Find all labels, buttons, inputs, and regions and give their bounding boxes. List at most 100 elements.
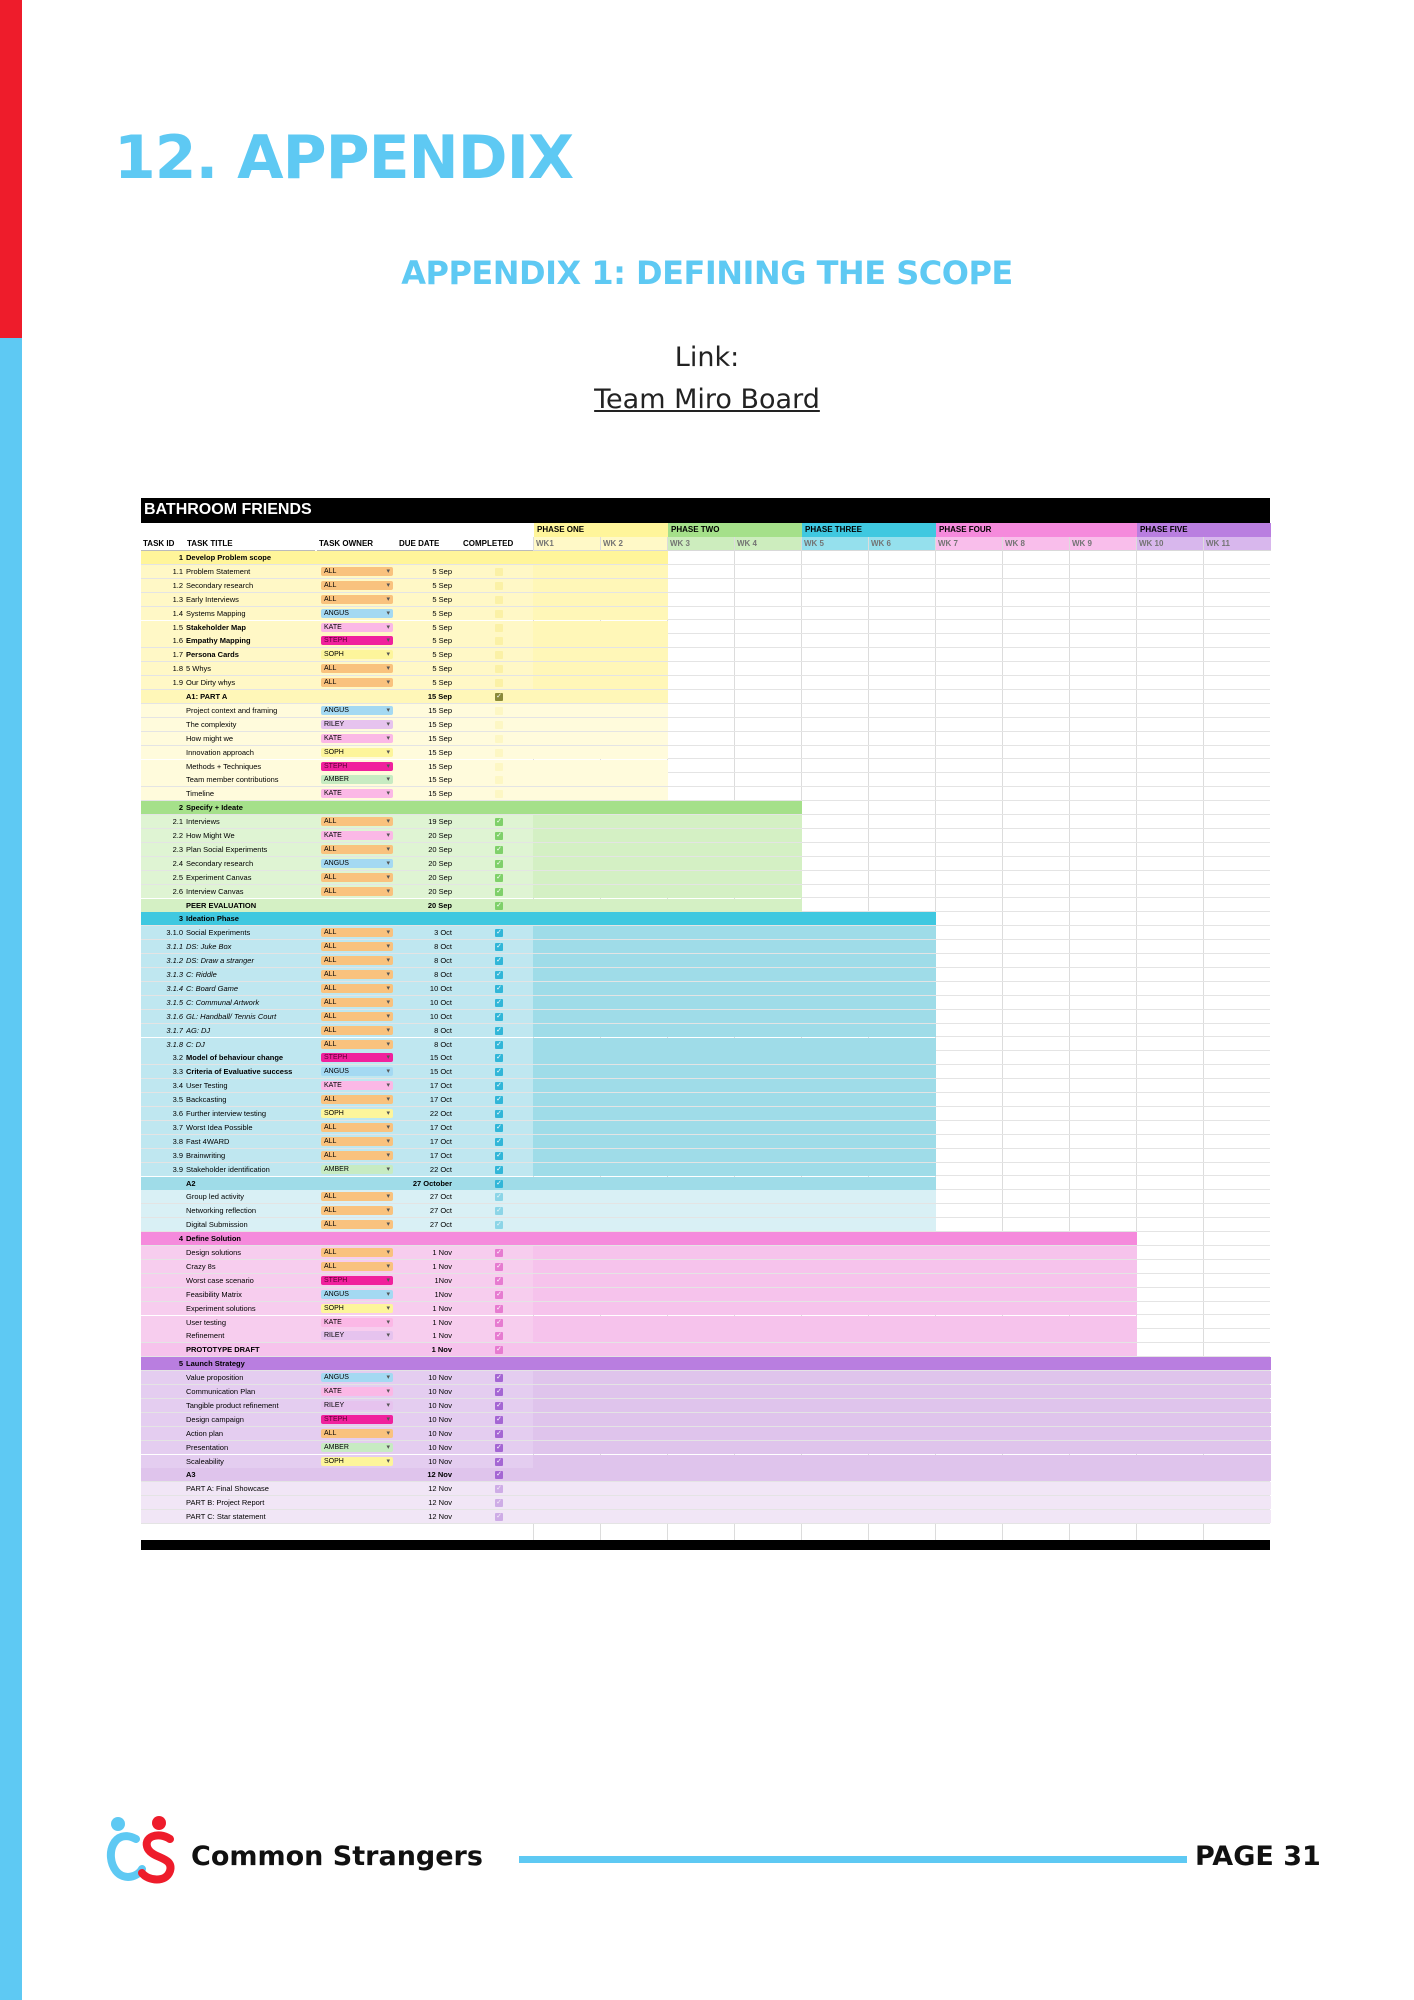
- owner-dropdown[interactable]: RILEY: [321, 1331, 393, 1341]
- completed-checkbox[interactable]: [495, 790, 503, 799]
- completed-checkbox[interactable]: ✓: [495, 1026, 503, 1035]
- owner-dropdown[interactable]: ANGUS: [321, 1373, 393, 1383]
- owner-dropdown[interactable]: ANGUS: [321, 608, 393, 618]
- completed-checkbox[interactable]: [495, 748, 503, 757]
- owner-dropdown[interactable]: ALL: [321, 928, 393, 938]
- owner-dropdown[interactable]: KATE: [321, 622, 393, 632]
- owner-dropdown[interactable]: SOPH: [321, 1109, 393, 1118]
- completed-checkbox[interactable]: ✓: [495, 1193, 503, 1202]
- completed-checkbox[interactable]: ✓: [495, 1513, 503, 1522]
- owner-dropdown[interactable]: SOPH: [321, 747, 393, 757]
- completed-checkbox[interactable]: ✓: [495, 1429, 503, 1438]
- completed-checkbox[interactable]: ✓: [495, 1443, 503, 1452]
- completed-checkbox[interactable]: ✓: [495, 998, 503, 1007]
- completed-checkbox[interactable]: [495, 623, 503, 632]
- owner-dropdown[interactable]: ANGUS: [321, 1289, 393, 1299]
- owner-dropdown[interactable]: ALL: [321, 1428, 393, 1438]
- completed-checkbox[interactable]: ✓: [495, 859, 503, 868]
- owner-dropdown[interactable]: ALL: [321, 566, 393, 576]
- owner-dropdown[interactable]: ALL: [321, 983, 393, 993]
- owner-dropdown[interactable]: ALL: [321, 1150, 393, 1160]
- owner-dropdown[interactable]: RILEY: [321, 719, 393, 729]
- completed-checkbox[interactable]: [495, 734, 503, 743]
- completed-checkbox[interactable]: ✓: [495, 901, 503, 910]
- completed-checkbox[interactable]: ✓: [495, 1179, 503, 1188]
- owner-dropdown[interactable]: SOPH: [321, 1303, 393, 1313]
- owner-dropdown[interactable]: ALL: [321, 1261, 393, 1271]
- completed-checkbox[interactable]: ✓: [495, 1332, 503, 1341]
- owner-dropdown[interactable]: STEPH: [321, 1414, 393, 1424]
- owner-dropdown[interactable]: ALL: [321, 872, 393, 882]
- completed-checkbox[interactable]: [495, 637, 503, 646]
- owner-dropdown[interactable]: ALL: [321, 817, 393, 827]
- owner-dropdown[interactable]: ALL: [321, 956, 393, 966]
- owner-dropdown[interactable]: STEPH: [321, 1053, 393, 1063]
- completed-checkbox[interactable]: ✓: [495, 845, 503, 854]
- completed-checkbox[interactable]: ✓: [495, 1346, 503, 1355]
- owner-dropdown[interactable]: ALL: [321, 580, 393, 590]
- owner-dropdown[interactable]: ALL: [321, 1192, 393, 1202]
- owner-dropdown[interactable]: KATE: [321, 1081, 393, 1091]
- owner-dropdown[interactable]: KATE: [321, 789, 393, 799]
- owner-dropdown[interactable]: ANGUS: [321, 858, 393, 868]
- completed-checkbox[interactable]: [495, 651, 503, 660]
- completed-checkbox[interactable]: ✓: [495, 1457, 503, 1466]
- completed-checkbox[interactable]: ✓: [495, 1401, 503, 1410]
- completed-checkbox[interactable]: ✓: [495, 1415, 503, 1424]
- completed-checkbox[interactable]: ✓: [495, 1290, 503, 1299]
- completed-checkbox[interactable]: ✓: [495, 1276, 503, 1285]
- completed-checkbox[interactable]: [495, 762, 503, 771]
- completed-checkbox[interactable]: ✓: [495, 1151, 503, 1160]
- completed-checkbox[interactable]: ✓: [495, 957, 503, 966]
- completed-checkbox[interactable]: ✓: [495, 1165, 503, 1174]
- completed-checkbox[interactable]: ✓: [495, 832, 503, 840]
- owner-dropdown[interactable]: AMBER: [321, 775, 393, 785]
- owner-dropdown[interactable]: ALL: [321, 1039, 393, 1049]
- owner-dropdown[interactable]: ALL: [321, 664, 393, 674]
- owner-dropdown[interactable]: ALL: [321, 1011, 393, 1021]
- completed-checkbox[interactable]: ✓: [495, 1110, 503, 1118]
- completed-checkbox[interactable]: ✓: [495, 1096, 503, 1105]
- owner-dropdown[interactable]: ALL: [321, 997, 393, 1007]
- owner-dropdown[interactable]: KATE: [321, 831, 393, 840]
- completed-checkbox[interactable]: [495, 706, 503, 715]
- owner-dropdown[interactable]: ALL: [321, 1122, 393, 1132]
- owner-dropdown[interactable]: ALL: [321, 1025, 393, 1035]
- completed-checkbox[interactable]: ✓: [495, 1249, 503, 1257]
- completed-checkbox[interactable]: ✓: [495, 1304, 503, 1313]
- owner-dropdown[interactable]: ALL: [321, 1220, 393, 1230]
- completed-checkbox[interactable]: ✓: [495, 818, 503, 827]
- completed-checkbox[interactable]: ✓: [495, 1471, 503, 1480]
- owner-dropdown[interactable]: ALL: [321, 1136, 393, 1146]
- owner-dropdown[interactable]: SOPH: [321, 650, 393, 660]
- owner-dropdown[interactable]: ALL: [321, 1206, 393, 1216]
- completed-checkbox[interactable]: [495, 679, 503, 688]
- owner-dropdown[interactable]: AMBER: [321, 1164, 393, 1174]
- completed-checkbox[interactable]: ✓: [495, 873, 503, 882]
- owner-dropdown[interactable]: KATE: [321, 1317, 393, 1327]
- completed-checkbox[interactable]: ✓: [495, 984, 503, 993]
- completed-checkbox[interactable]: ✓: [495, 1207, 503, 1216]
- completed-checkbox[interactable]: ✓: [495, 1012, 503, 1021]
- owner-dropdown[interactable]: ANGUS: [321, 1067, 393, 1077]
- completed-checkbox[interactable]: ✓: [495, 887, 503, 896]
- completed-checkbox[interactable]: ✓: [495, 1485, 503, 1494]
- owner-dropdown[interactable]: SOPH: [321, 1456, 393, 1466]
- owner-dropdown[interactable]: ALL: [321, 970, 393, 979]
- completed-checkbox[interactable]: [495, 665, 503, 674]
- owner-dropdown[interactable]: ALL: [321, 844, 393, 854]
- owner-dropdown[interactable]: ANGUS: [321, 705, 393, 715]
- completed-checkbox[interactable]: ✓: [495, 1262, 503, 1271]
- completed-checkbox[interactable]: ✓: [495, 1388, 503, 1396]
- owner-dropdown[interactable]: KATE: [321, 1387, 393, 1396]
- completed-checkbox[interactable]: ✓: [495, 1123, 503, 1132]
- miro-board-link[interactable]: Team Miro Board: [594, 384, 820, 415]
- owner-dropdown[interactable]: STEPH: [321, 1275, 393, 1285]
- owner-dropdown[interactable]: RILEY: [321, 1400, 393, 1410]
- completed-checkbox[interactable]: ✓: [495, 1040, 503, 1049]
- owner-dropdown[interactable]: ALL: [321, 594, 393, 604]
- owner-dropdown[interactable]: KATE: [321, 733, 393, 743]
- completed-checkbox[interactable]: [495, 720, 503, 729]
- completed-checkbox[interactable]: ✓: [495, 1374, 503, 1383]
- completed-checkbox[interactable]: ✓: [495, 1054, 503, 1063]
